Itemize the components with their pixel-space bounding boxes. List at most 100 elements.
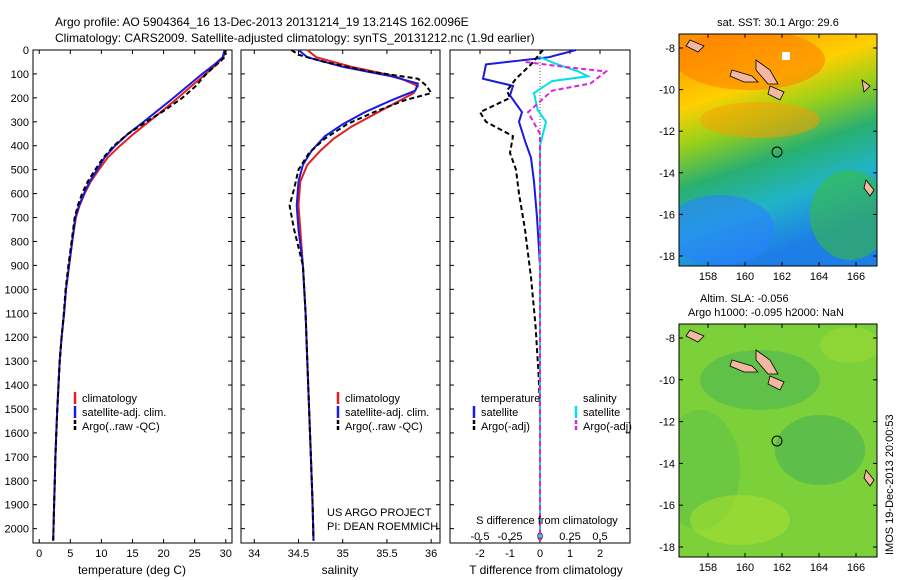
x-tick-label: 34.5	[288, 548, 309, 560]
legend-title-temperature: temperature	[481, 393, 540, 405]
map-x-tick-label: 164	[810, 562, 828, 574]
depth-tick-label: 1100	[5, 308, 29, 320]
island	[863, 469, 875, 487]
argo-position-marker	[771, 146, 783, 158]
depth-tick-label: 400	[11, 141, 29, 153]
header-line-2: Climatology: CARS2009. Satellite-adjuste…	[55, 31, 535, 45]
argo-position-marker	[771, 435, 783, 447]
sst-map-frame	[678, 33, 878, 267]
series-satellite-adj-clim-	[295, 49, 420, 541]
x-tick-label: 30	[220, 548, 232, 560]
salinity-axis-label: salinity	[322, 563, 359, 577]
island	[685, 39, 705, 53]
depth-tick-label: 300	[11, 117, 29, 129]
series-s-satellite	[532, 56, 592, 541]
map-y-tick-label: -18	[659, 251, 675, 263]
map-y-tick-label: -10	[659, 375, 675, 387]
island	[767, 375, 785, 391]
map-y-tick-label: -16	[659, 209, 675, 221]
map-y-tick-label: -16	[659, 500, 675, 512]
depth-tick-label: 200	[11, 93, 29, 105]
x-tick-label: 35.5	[376, 548, 397, 560]
legend-title-salinity: salinity	[583, 393, 617, 405]
map-y-tick-label: -8	[665, 333, 675, 345]
s-tick-label: 0.25	[559, 531, 580, 543]
depth-tick-label: 1600	[5, 428, 29, 440]
depth-tick-label: 1200	[5, 332, 29, 344]
legend-label-satellite: satellite-adj. clim.	[82, 407, 166, 419]
depth-tick-label: 900	[11, 260, 29, 272]
island	[729, 359, 759, 373]
x-tick-label: 0	[537, 548, 543, 560]
x-tick-label: 34	[248, 548, 260, 560]
s-tick-label: -0.25	[497, 531, 522, 543]
depth-tick-label: 1000	[5, 284, 29, 296]
map-x-tick-label: 160	[736, 562, 754, 574]
temperature-legend: climatology satellite-adj. clim. Argo(..…	[73, 392, 166, 433]
legend-label-argo: Argo(..raw -QC)	[82, 421, 160, 433]
map-x-tick-label: 160	[736, 271, 754, 283]
side-label: IMOS 19-Dec-2013 20:00:53	[884, 414, 896, 555]
legend-label-t-satellite: satellite	[481, 407, 518, 419]
x-tick-label: -2	[475, 548, 485, 560]
project-annotation: US ARGO PROJECT	[327, 507, 432, 519]
x-tick-label: 2	[597, 548, 603, 560]
sst-cool-patch	[679, 195, 775, 265]
x-tick-label: 15	[126, 548, 138, 560]
depth-axis: 0 100 200 300 400 500 600 700 800 900 1000 1100 1200…	[5, 45, 29, 536]
salinity-legend: climatology satellite-adj. clim. Argo(..…	[336, 392, 429, 433]
depth-tick-label: 1800	[5, 476, 29, 488]
sla-map	[679, 324, 877, 557]
s-difference-axis-label: S difference from climatology	[476, 515, 618, 527]
pi-annotation: PI: DEAN ROEMMICH	[327, 521, 438, 533]
map-x-tick-label: 162	[773, 562, 791, 574]
salinity-panel-frame	[240, 49, 441, 544]
map-x-tick-label: 166	[847, 562, 865, 574]
series-t-satellite	[481, 49, 577, 541]
legend-label-argo: Argo(..raw -QC)	[345, 421, 423, 433]
depth-tick-label: 2000	[5, 524, 29, 536]
map-y-tick-label: -10	[659, 85, 675, 97]
x-tick-label: 36	[425, 548, 437, 560]
island	[863, 179, 875, 197]
map-y-tick-label: -14	[659, 168, 675, 180]
sst-map-ticks: -8 -10 -12 -14 -16 -18 158 160 162 164 166	[659, 34, 877, 283]
depth-tick-label: 600	[11, 189, 29, 201]
legend-label-s-argo: Argo(-adj)	[583, 421, 632, 433]
map-y-tick-label: -14	[659, 458, 675, 470]
legend-label-t-argo: Argo(-adj)	[481, 421, 530, 433]
sst-map	[679, 34, 877, 266]
sla-patch	[775, 415, 865, 485]
sla-map-frame	[678, 323, 878, 558]
s-tick-label: -0.5	[471, 531, 490, 543]
difference-legend: temperature satellite Argo(-adj) salinit…	[472, 393, 632, 433]
series-satellite-adj-clim-	[52, 49, 226, 541]
sla-map-ticks: -8 -10 -12 -14 -16 -18 158 160 162 164 166	[659, 324, 877, 574]
sst-warm-patch	[700, 102, 820, 138]
x-tick-label: 20	[157, 548, 169, 560]
island	[755, 349, 779, 375]
island	[755, 59, 779, 85]
island	[861, 79, 871, 93]
s-tick-label: 0.5	[592, 531, 607, 543]
temperature-panel-frame	[32, 49, 233, 544]
island	[685, 329, 705, 343]
depth-tick-label: 500	[11, 165, 29, 177]
x-tick-label: -1	[505, 548, 515, 560]
depth-tick-label: 1900	[5, 500, 29, 512]
series-layer	[52, 49, 609, 543]
map-y-tick-label: -12	[659, 417, 675, 429]
map-y-tick-label: -18	[659, 542, 675, 554]
island	[729, 69, 759, 83]
series-argo-raw-qc-	[52, 49, 227, 541]
map-x-tick-label: 162	[773, 271, 791, 283]
series-climatology	[52, 49, 227, 541]
map-x-tick-label: 158	[699, 562, 717, 574]
sla-map-title-1: Altim. SLA: -0.056	[700, 293, 789, 305]
depth-tick-label: 1500	[5, 404, 29, 416]
sla-patch	[690, 495, 790, 545]
island	[767, 85, 785, 101]
map-y-tick-label: -12	[659, 126, 675, 138]
depth-tick-label: 1700	[5, 452, 29, 464]
sst-warm-patch	[679, 34, 825, 90]
